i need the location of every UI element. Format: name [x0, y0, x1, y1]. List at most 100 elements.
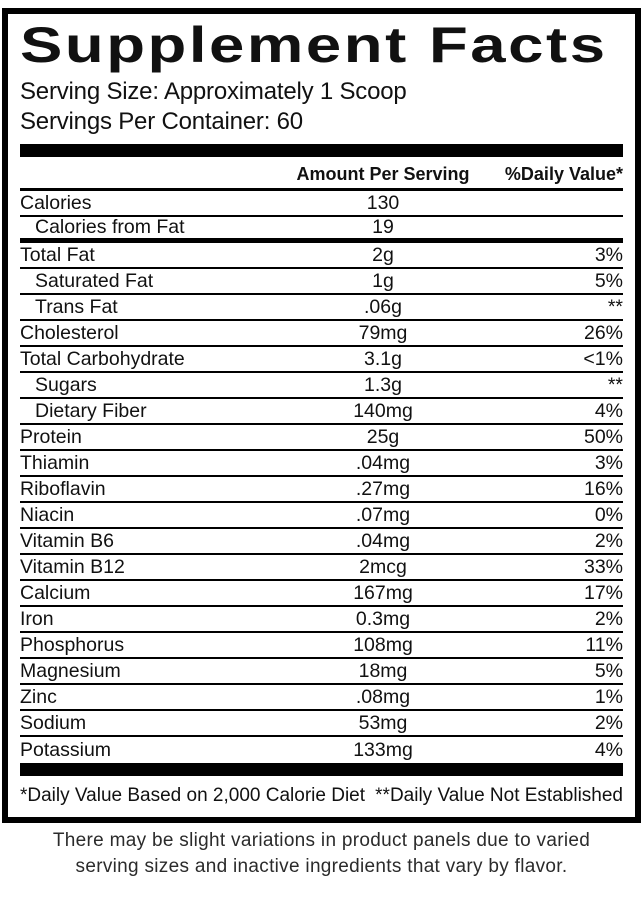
nutrient-name: Total Fat	[20, 243, 95, 266]
nutrient-row: Thiamin .04mg 3%	[20, 451, 623, 478]
nutrient-row: Magnesium 18mg 5%	[20, 659, 623, 686]
nutrient-amount: .07mg	[355, 503, 411, 526]
separator-bar-top	[20, 144, 623, 158]
nutrient-dv: <1%	[583, 347, 623, 370]
nutrient-row: Potassium 133mg 4%	[20, 737, 623, 763]
nutrient-dv: **	[607, 295, 623, 318]
footnotes-row: *Daily Value Based on 2,000 Calorie Diet…	[20, 776, 623, 817]
nutrient-dv: 0%	[594, 503, 623, 526]
nutrient-row: Calories 130	[20, 191, 623, 218]
nutrient-dv: 26%	[583, 321, 623, 344]
nutrient-row: Sodium 53mg 2%	[20, 711, 623, 738]
nutrient-row: Cholesterol 79mg 26%	[20, 321, 623, 348]
nutrient-amount: 0.3mg	[355, 607, 411, 630]
nutrient-row: Vitamin B12 2mcg 33%	[20, 555, 623, 582]
nutrient-row: Sugars 1.3g **	[20, 373, 623, 400]
nutrient-amount: 130	[366, 191, 400, 214]
nutrient-amount: 1g	[372, 269, 394, 292]
nutrient-name: Riboflavin	[20, 477, 106, 500]
nutrient-dv: 4%	[594, 738, 623, 761]
nutrient-name: Calories from Fat	[35, 216, 185, 239]
nutrient-name: Protein	[20, 425, 82, 448]
nutrient-amount: 1.3g	[364, 373, 402, 396]
supplement-facts-panel: Supplement Facts Serving Size: Approxima…	[2, 8, 641, 824]
disclaimer-line-1: There may be slight variations in produc…	[52, 830, 591, 852]
nutrient-rows: Calories 130 Calories from Fat 19 Total Fat 2…	[20, 191, 623, 763]
nutrient-row: Protein 25g 50%	[20, 425, 623, 452]
nutrient-name: Total Carbohydrate	[20, 347, 185, 370]
nutrient-row: Total Fat 2g 3%	[20, 243, 623, 270]
nutrient-name: Iron	[20, 607, 54, 630]
nutrient-name: Calories	[20, 191, 92, 214]
nutrient-row: Total Carbohydrate 3.1g <1%	[20, 347, 623, 374]
nutrient-name: Calcium	[20, 581, 91, 604]
serving-size-line: Serving Size: Approximately 1 Scoop	[20, 78, 407, 105]
nutrient-row: Saturated Fat 1g 5%	[20, 269, 623, 296]
nutrient-row: Calories from Fat 19	[20, 216, 623, 244]
nutrient-row: Dietary Fiber 140mg 4%	[20, 399, 623, 426]
nutrient-amount: 2mcg	[359, 555, 407, 578]
nutrient-amount: .27mg	[355, 477, 411, 500]
nutrient-amount: 79mg	[358, 321, 408, 344]
nutrient-dv: 1%	[594, 685, 623, 708]
nutrient-name: Saturated Fat	[35, 269, 154, 292]
panel-title: Supplement Facts	[20, 17, 608, 73]
nutrient-row: Phosphorus 108mg 11%	[20, 633, 623, 660]
nutrient-name: Vitamin B12	[20, 555, 125, 578]
nutrient-name: Cholesterol	[20, 321, 119, 344]
nutrient-amount: 140mg	[353, 399, 413, 422]
servings-per-container-line: Servings Per Container: 60	[20, 108, 303, 136]
nutrient-amount: 25g	[366, 425, 400, 448]
nutrient-row: Riboflavin .27mg 16%	[20, 477, 623, 504]
nutrient-dv: 50%	[583, 425, 623, 448]
disclaimer-line-2: serving sizes and inactive ingredients t…	[75, 856, 568, 878]
nutrient-amount: 53mg	[358, 711, 408, 734]
nutrient-name: Dietary Fiber	[35, 399, 147, 422]
table-header-row: Amount Per Serving %Daily Value*	[20, 157, 623, 192]
nutrient-row: Zinc .08mg 1%	[20, 685, 623, 712]
nutrient-amount: .06g	[364, 295, 402, 318]
nutrient-amount: 2g	[372, 243, 394, 266]
nutrient-row: Calcium 167mg 17%	[20, 581, 623, 608]
nutrient-dv: **	[607, 373, 623, 396]
nutrient-amount: 108mg	[353, 633, 413, 656]
nutrient-amount: .04mg	[355, 529, 411, 552]
nutrient-dv: 4%	[594, 399, 623, 422]
nutrient-amount: 133mg	[353, 738, 413, 761]
nutrient-amount: .08mg	[355, 685, 411, 708]
nutrient-name: Sodium	[20, 711, 87, 734]
nutrient-dv: 2%	[594, 529, 623, 552]
nutrient-dv: 11%	[585, 633, 623, 656]
nutrient-name: Zinc	[20, 685, 57, 708]
separator-bar-bottom	[20, 763, 623, 777]
nutrient-dv: 2%	[594, 711, 623, 734]
nutrient-row: Iron 0.3mg 2%	[20, 607, 623, 634]
nutrient-amount: 3.1g	[364, 347, 402, 370]
nutrient-row: Vitamin B6 .04mg 2%	[20, 529, 623, 556]
footnote-not-established: **Daily Value Not Established	[375, 785, 623, 807]
nutrient-dv: 16%	[583, 477, 623, 500]
nutrient-name: Sugars	[35, 373, 97, 396]
footnote-daily-value-basis: *Daily Value Based on 2,000 Calorie Diet	[20, 785, 366, 807]
nutrient-name: Vitamin B6	[20, 529, 114, 552]
header-amount-per-serving: Amount Per Serving	[296, 164, 470, 185]
nutrient-dv: 2%	[594, 607, 623, 630]
nutrient-dv: 3%	[594, 243, 623, 266]
nutrient-name: Thiamin	[20, 451, 90, 474]
nutrient-amount: .04mg	[355, 451, 411, 474]
nutrient-name: Magnesium	[20, 659, 121, 682]
variation-disclaimer: There may be slight variations in produc…	[0, 828, 643, 879]
nutrient-name: Trans Fat	[35, 295, 118, 318]
nutrient-amount: 18mg	[358, 659, 408, 682]
header-daily-value: %Daily Value*	[504, 164, 623, 185]
nutrient-dv: 17%	[583, 581, 623, 604]
nutrient-dv: 3%	[594, 451, 623, 474]
nutrient-dv: 5%	[594, 659, 623, 682]
nutrient-name: Niacin	[20, 503, 75, 526]
nutrient-row: Trans Fat .06g **	[20, 295, 623, 322]
nutrient-dv: 33%	[583, 555, 623, 578]
nutrient-name: Phosphorus	[20, 633, 125, 656]
nutrient-name: Potassium	[20, 738, 112, 761]
nutrient-row: Niacin .07mg 0%	[20, 503, 623, 530]
nutrient-dv: 5%	[594, 269, 623, 292]
